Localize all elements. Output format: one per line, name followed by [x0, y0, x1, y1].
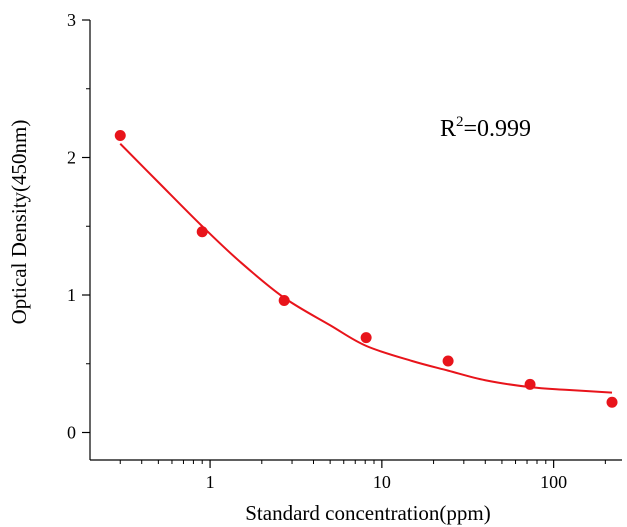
data-point — [360, 332, 372, 344]
r-squared-value: =0.999 — [464, 116, 532, 142]
x-axis-title: Standard concentration(ppm) — [245, 501, 491, 525]
x-tick-label: 1 — [206, 472, 215, 492]
data-point — [278, 295, 290, 306]
data-point — [442, 355, 454, 367]
y-ticks: 0 1 2 3 — [67, 10, 90, 443]
data-point — [196, 226, 208, 238]
data-point — [606, 396, 618, 408]
y-tick-label: 0 — [67, 423, 76, 443]
data-points-layer — [114, 130, 618, 408]
x-ticks: 1 10 100 — [119, 460, 606, 492]
axes — [89, 20, 622, 461]
y-axis-title: Optical Density(450nm) — [7, 120, 31, 325]
r-squared-superscript: 2 — [456, 114, 464, 130]
y-tick-label: 1 — [67, 285, 76, 305]
y-tick-label: 2 — [67, 148, 76, 168]
data-point — [114, 130, 126, 141]
fit-curve — [119, 143, 613, 394]
r-squared-annotation: R2=0.999 — [440, 114, 531, 142]
y-tick-label: 3 — [67, 10, 76, 30]
x-tick-label: 100 — [540, 472, 567, 492]
r-squared-base: R — [440, 116, 456, 142]
data-point — [524, 378, 536, 390]
x-tick-label: 10 — [373, 472, 391, 492]
fit-curve-layer — [119, 143, 613, 394]
